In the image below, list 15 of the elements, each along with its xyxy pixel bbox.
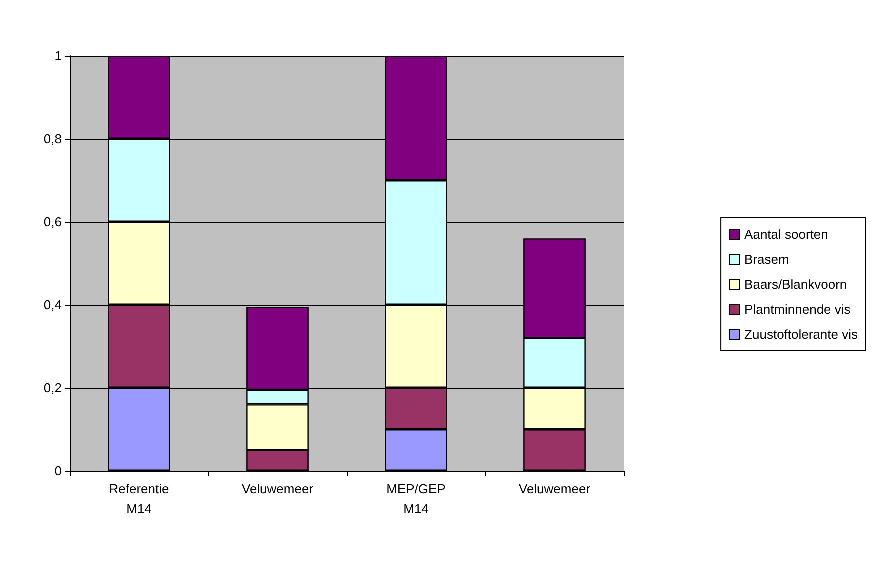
y-tick-label: 0 — [54, 464, 62, 478]
y-tick-label: 0,4 — [44, 298, 62, 312]
legend-label: Baars/Blankvoorn — [744, 277, 848, 292]
y-tick-label: 1 — [54, 48, 62, 64]
x-tick-label: Veluwemeer — [518, 482, 592, 496]
x-tick-label: Referentie M14 — [109, 482, 170, 516]
y-tick-label: 0,2 — [44, 380, 62, 396]
x-tick-label: Veluwemeer — [242, 482, 314, 496]
y-tick-label: 0,8 — [44, 132, 62, 146]
legend-label: Plantminnende vis — [744, 302, 852, 317]
legend-label: Aantal soorten — [744, 227, 828, 242]
legend-label: Brasem — [744, 252, 790, 267]
y-tick-label: 0,6 — [44, 214, 62, 230]
x-tick-label: MEP/GEP M14 — [386, 482, 446, 516]
legend-label: Zuustoftolerante vis — [744, 327, 858, 342]
